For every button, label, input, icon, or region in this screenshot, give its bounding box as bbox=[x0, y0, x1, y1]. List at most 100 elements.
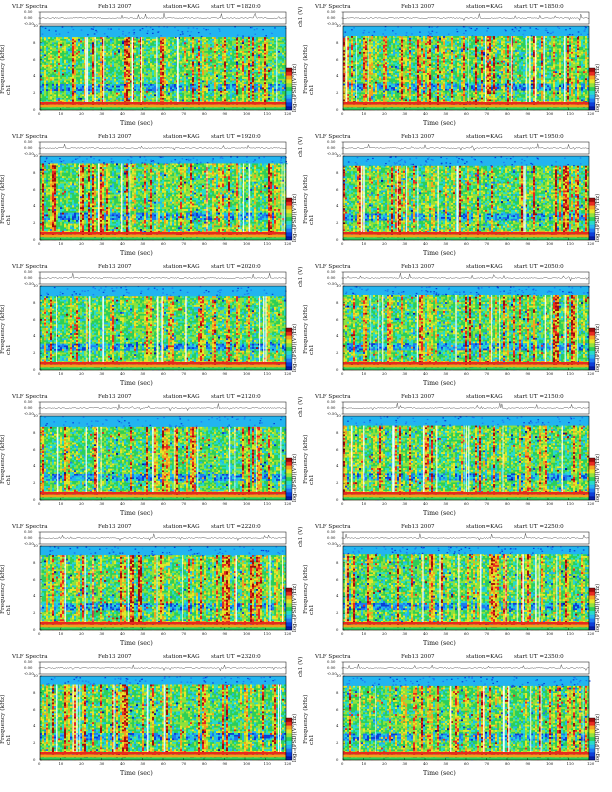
spectrogram-panel: 0.50 0.00 -0.50 0 2 4 6 8 10 0 10 20 30 40 50 60 70 80 90 1… bbox=[298, 262, 603, 390]
time-tick-label: 40 bbox=[423, 111, 428, 116]
time-axis-label: Time (sec) bbox=[423, 380, 456, 387]
time-tick-label: 50 bbox=[141, 761, 146, 766]
time-tick-label: 50 bbox=[141, 241, 146, 246]
waveform-axis-label: ch1 (V) bbox=[0, 7, 2, 27]
freq-tick-label: 10 bbox=[336, 154, 341, 158]
panel-title: VLF Spectra bbox=[315, 132, 351, 142]
time-tick-label: 90 bbox=[526, 761, 531, 766]
time-tick-label: 0 bbox=[38, 631, 40, 636]
top-strip-tick-label: 0.50 bbox=[327, 10, 335, 14]
top-strip-tick-label: 0.00 bbox=[24, 146, 32, 150]
colorbar-label: log₁₀(PSD)(V²/Hz) bbox=[292, 584, 298, 632]
freq-tick-label: 4 bbox=[336, 724, 338, 728]
time-tick-label: 110 bbox=[567, 761, 574, 766]
time-tick-label: 110 bbox=[264, 241, 271, 246]
freq-tick-label: 10 bbox=[33, 284, 38, 288]
panel-date: Feb13 2007 bbox=[98, 132, 132, 142]
channel-label: ch1 bbox=[309, 474, 316, 485]
time-tick-label: 80 bbox=[505, 501, 510, 506]
panel-title: VLF Spectra bbox=[315, 392, 351, 402]
freq-tick-label: 10 bbox=[336, 284, 341, 288]
panel-title: VLF Spectra bbox=[12, 522, 48, 532]
panel-date: Feb13 2007 bbox=[98, 262, 132, 272]
time-axis-label: Time (sec) bbox=[120, 380, 153, 387]
time-tick-label: 20 bbox=[382, 241, 387, 246]
time-tick-label: 60 bbox=[161, 501, 166, 506]
time-tick-label: 90 bbox=[526, 371, 531, 376]
freq-tick-label: 2 bbox=[33, 351, 35, 355]
ch1-waveform-strip bbox=[38, 141, 287, 155]
freq-tick-label: 10 bbox=[33, 544, 38, 548]
panel-figure bbox=[341, 661, 596, 761]
top-strip-tick-label: 0.50 bbox=[327, 140, 335, 144]
panel-station: station=KAG bbox=[466, 392, 503, 402]
freq-tick-label: 6 bbox=[33, 57, 35, 62]
time-tick-label: 0 bbox=[341, 241, 343, 246]
ch1-waveform-line bbox=[342, 663, 590, 671]
time-tick-label: 90 bbox=[526, 111, 531, 116]
time-tick-label: 110 bbox=[567, 111, 574, 116]
panel-title: VLF Spectra bbox=[12, 392, 48, 402]
top-strip-tick-label: -0.50 bbox=[327, 22, 337, 26]
panel-figure bbox=[38, 11, 293, 111]
time-tick-label: 70 bbox=[182, 111, 187, 116]
time-tick-label: 120 bbox=[284, 111, 291, 116]
top-strip-tick-label: 0.00 bbox=[327, 146, 335, 150]
panel-figure bbox=[341, 271, 596, 371]
time-tick-label: 100 bbox=[243, 631, 250, 636]
freq-tick-label: 8 bbox=[336, 300, 338, 305]
spectrogram-panel: 0.50 0.00 -0.50 0 2 4 6 8 10 0 10 20 30 40 50 60 70 80 90 1… bbox=[0, 2, 300, 130]
freq-tick-label: 6 bbox=[33, 447, 35, 452]
top-strip-tick-label: -0.50 bbox=[327, 412, 337, 416]
time-tick-label: 110 bbox=[264, 631, 271, 636]
freq-tick-label: 4 bbox=[33, 334, 35, 338]
colorbar-label: log₁₀(PSD)(V²/Hz) bbox=[292, 454, 298, 502]
top-strip-tick-label: 0.00 bbox=[327, 536, 335, 540]
top-strip-tick-label: 0.50 bbox=[327, 270, 335, 274]
spectrogram-panel: 0.50 0.00 -0.50 0 2 4 6 8 10 0 10 20 30 40 50 60 70 80 90 1… bbox=[0, 652, 300, 780]
freq-tick-label: 10 bbox=[336, 544, 341, 548]
panel-date: Feb13 2007 bbox=[401, 522, 435, 532]
spectrogram-heatmap bbox=[39, 675, 287, 761]
time-tick-label: 70 bbox=[182, 241, 187, 246]
ch1-waveform-line bbox=[39, 403, 287, 412]
top-strip-tick-label: 0.50 bbox=[327, 660, 335, 664]
time-tick-label: 20 bbox=[382, 631, 387, 636]
time-tick-label: 40 bbox=[423, 501, 428, 506]
spectrogram-panel: 0.50 0.00 -0.50 0 2 4 6 8 10 0 10 20 30 40 50 60 70 80 90 1… bbox=[0, 522, 300, 650]
time-tick-label: 10 bbox=[362, 631, 367, 636]
time-axis-label: Time (sec) bbox=[120, 120, 153, 127]
time-tick-label: 40 bbox=[120, 241, 125, 246]
freq-tick-label: 0 bbox=[33, 368, 35, 372]
time-axis-label: Time (sec) bbox=[120, 640, 153, 647]
waveform-axis-label: ch1 (V) bbox=[298, 137, 305, 157]
time-tick-label: 30 bbox=[100, 761, 105, 766]
panel-start-time: start UT =2250:0 bbox=[514, 522, 564, 532]
time-tick-label: 70 bbox=[485, 501, 490, 506]
time-tick-label: 80 bbox=[202, 761, 207, 766]
time-tick-label: 120 bbox=[587, 761, 594, 766]
time-tick-label: 10 bbox=[59, 631, 64, 636]
freq-tick-label: 4 bbox=[336, 334, 338, 338]
panel-figure bbox=[38, 661, 293, 761]
time-tick-label: 20 bbox=[382, 501, 387, 506]
time-tick-label: 80 bbox=[505, 371, 510, 376]
colorbar bbox=[588, 67, 596, 111]
time-tick-label: 10 bbox=[59, 501, 64, 506]
time-tick-label: 50 bbox=[444, 371, 449, 376]
colorbar bbox=[588, 197, 596, 241]
time-tick-label: 90 bbox=[223, 761, 228, 766]
freq-tick-label: 2 bbox=[33, 221, 35, 225]
freq-tick-label: 6 bbox=[336, 447, 338, 452]
panel-date: Feb13 2007 bbox=[401, 2, 435, 12]
colorbar-label: log₁₀(PSD)(V²/Hz) bbox=[595, 64, 601, 112]
time-tick-label: 110 bbox=[264, 761, 271, 766]
top-strip-tick-label: 0.50 bbox=[24, 530, 32, 534]
time-tick-label: 50 bbox=[444, 761, 449, 766]
channel-label: ch1 bbox=[309, 214, 316, 225]
freq-tick-label: 0 bbox=[336, 238, 338, 242]
time-tick-label: 60 bbox=[464, 241, 469, 246]
time-tick-label: 0 bbox=[38, 761, 40, 766]
time-tick-label: 50 bbox=[141, 371, 146, 376]
time-tick-label: 30 bbox=[403, 631, 408, 636]
